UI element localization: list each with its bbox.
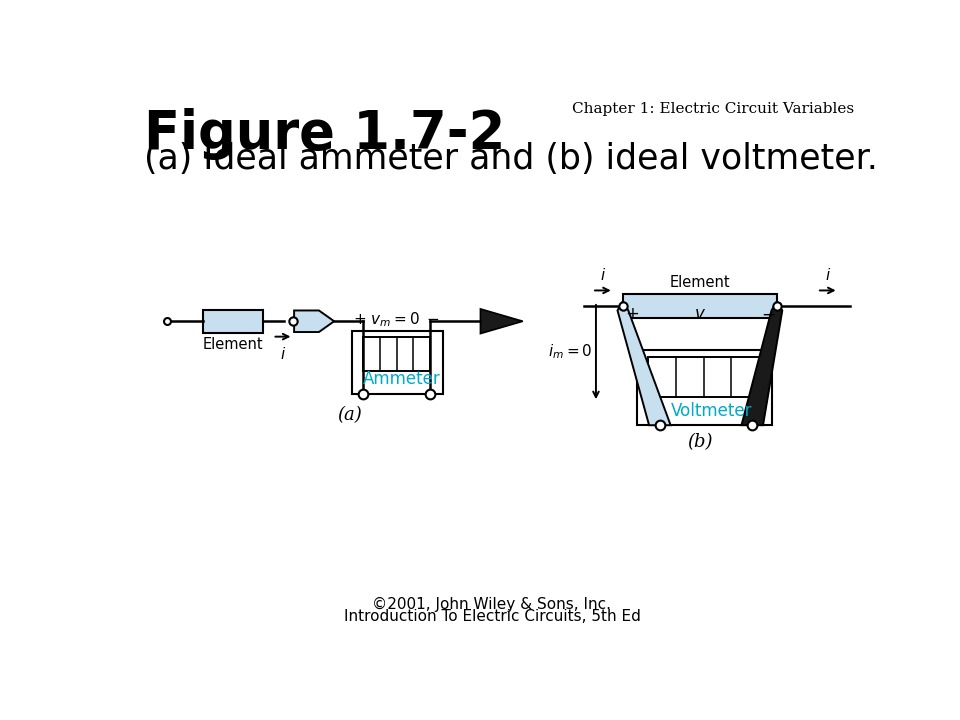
Text: Figure 1.7-2: Figure 1.7-2 xyxy=(144,108,505,160)
Bar xyxy=(204,310,263,333)
Bar xyxy=(364,338,430,372)
Text: $-$: $-$ xyxy=(760,306,775,323)
Polygon shape xyxy=(741,301,782,426)
Text: Element: Element xyxy=(203,337,264,351)
Text: (b): (b) xyxy=(687,433,712,451)
Text: Element: Element xyxy=(669,276,731,290)
Polygon shape xyxy=(617,301,671,426)
Text: Ammeter: Ammeter xyxy=(363,370,441,388)
Text: (a): (a) xyxy=(337,406,362,424)
Text: (a) Ideal ammeter and (b) ideal voltmeter.: (a) Ideal ammeter and (b) ideal voltmete… xyxy=(144,142,877,176)
Polygon shape xyxy=(294,310,334,332)
Text: Chapter 1: Electric Circuit Variables: Chapter 1: Electric Circuit Variables xyxy=(572,102,853,116)
Polygon shape xyxy=(480,309,523,333)
Text: Voltmeter: Voltmeter xyxy=(671,402,753,420)
Text: ©2001, John Wiley & Sons, Inc.: ©2001, John Wiley & Sons, Inc. xyxy=(372,597,612,611)
Text: $i$: $i$ xyxy=(825,266,830,283)
Text: $v$: $v$ xyxy=(694,306,706,323)
Bar xyxy=(636,350,772,426)
Bar xyxy=(352,331,443,395)
Text: $i_m = 0$: $i_m = 0$ xyxy=(547,343,592,361)
Text: $+$: $+$ xyxy=(625,306,639,323)
Bar xyxy=(623,294,777,318)
Text: Introduction To Electric Circuits, 5th Ed: Introduction To Electric Circuits, 5th E… xyxy=(344,609,640,624)
Bar xyxy=(648,357,759,397)
Text: $+\ v_m = 0\ -$: $+\ v_m = 0\ -$ xyxy=(353,310,440,329)
Text: $i$: $i$ xyxy=(280,346,286,362)
Text: $i$: $i$ xyxy=(600,266,606,283)
